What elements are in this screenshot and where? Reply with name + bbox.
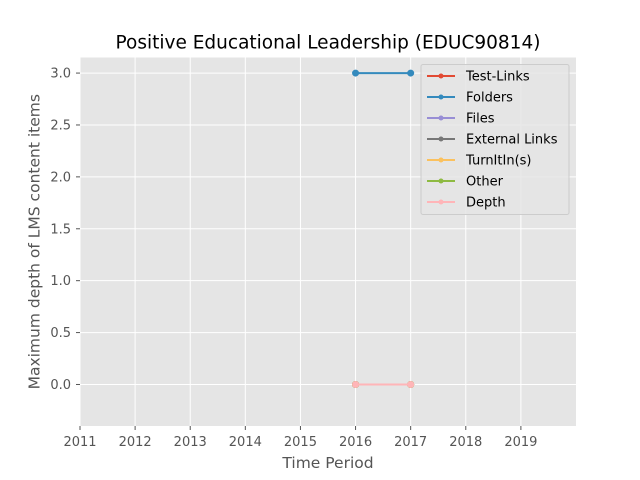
- legend-item: Depth: [427, 196, 506, 211]
- x-tick-label: 2014: [229, 435, 262, 450]
- legend-marker: [438, 199, 444, 205]
- y-tick-label: 1.0: [50, 274, 71, 289]
- legend-item: Other: [427, 175, 504, 190]
- legend-item: Folders: [427, 91, 513, 106]
- legend-label: TurnItIn(s): [465, 154, 531, 169]
- legend-label: Other: [466, 175, 504, 190]
- series-layer: [352, 69, 415, 388]
- x-tick-label: 2011: [63, 435, 96, 450]
- y-axis-title: Maximum depth of LMS content items: [26, 94, 44, 389]
- legend-marker: [438, 178, 444, 184]
- legend-item: TurnItIn(s): [427, 154, 531, 169]
- y-axis: 0.0 0.5 1.0 1.5 2.0 2.5 3.0: [50, 67, 80, 393]
- data-point-folders: [407, 69, 415, 77]
- legend-label: Folders: [466, 91, 513, 106]
- y-tick-label: 0.0: [50, 378, 71, 393]
- legend-label: Files: [466, 112, 495, 127]
- x-tick-label: 2019: [504, 435, 537, 450]
- legend-item: Files: [427, 112, 495, 127]
- x-tick-label: 2012: [119, 435, 152, 450]
- x-axis: 2011 2012 2013 2014 2015 2016 2017 2018 2019: [63, 426, 537, 450]
- x-tick-label: 2016: [339, 435, 372, 450]
- legend-box: [420, 64, 570, 215]
- legend-marker: [438, 94, 444, 100]
- legend-label: Depth: [466, 196, 506, 211]
- series-depth: [352, 380, 415, 388]
- legend-marker: [438, 157, 444, 163]
- legend-marker: [438, 73, 444, 79]
- x-tick-label: 2017: [394, 435, 427, 450]
- data-point-depth: [407, 380, 415, 388]
- y-tick-label: 0.5: [50, 326, 71, 341]
- legend: Test-Links Folders Files External Links Turn…: [420, 64, 570, 215]
- y-tick-label: 2.5: [50, 118, 71, 133]
- y-tick-label: 2.0: [50, 170, 71, 185]
- y-tick-label: 3.0: [50, 67, 71, 82]
- legend-item: External Links: [427, 133, 558, 148]
- legend-marker: [438, 136, 444, 142]
- chart-title: Positive Educational Leadership (EDUC908…: [116, 33, 541, 54]
- legend-item: Test-Links: [427, 70, 530, 85]
- data-point-depth: [352, 380, 360, 388]
- x-axis-title: Time Period: [281, 454, 373, 472]
- legend-label: External Links: [466, 133, 558, 148]
- x-tick-label: 2015: [284, 435, 317, 450]
- data-point-folders: [352, 69, 360, 77]
- legend-marker: [438, 115, 444, 121]
- series-folders: [352, 69, 415, 77]
- x-tick-label: 2018: [449, 435, 482, 450]
- legend-label: Test-Links: [465, 70, 530, 85]
- x-tick-label: 2013: [174, 435, 207, 450]
- y-tick-label: 1.5: [50, 222, 71, 237]
